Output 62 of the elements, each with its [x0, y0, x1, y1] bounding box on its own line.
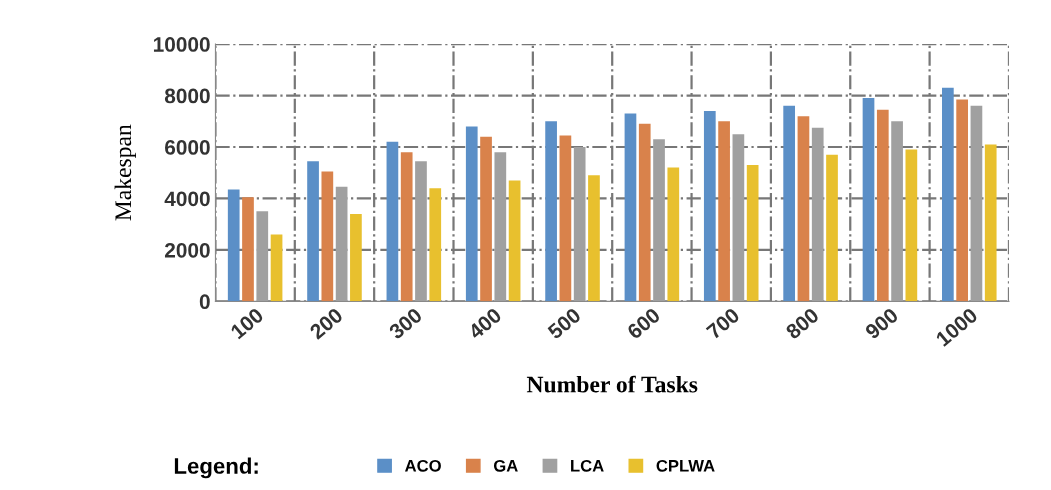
bar — [746, 165, 759, 302]
bar — [494, 152, 507, 302]
x-tick-label: 500 — [546, 307, 582, 340]
legend-label: GA — [493, 459, 518, 472]
x-tick-label: 400 — [467, 307, 503, 341]
bar — [638, 123, 651, 302]
y-tick-label: 2000 — [164, 242, 210, 258]
bar — [307, 161, 319, 302]
bar — [624, 113, 637, 302]
bar — [415, 161, 427, 302]
bar — [797, 116, 810, 302]
bar — [783, 105, 796, 302]
bar — [465, 126, 478, 302]
x-tick-label: 200 — [308, 307, 344, 340]
y-axis-title: Makespan — [114, 124, 136, 221]
bar — [227, 189, 240, 302]
bar — [588, 175, 600, 302]
bar — [811, 127, 824, 302]
bar — [559, 135, 572, 302]
y-tick-label: 10000 — [153, 37, 210, 52]
bar — [876, 109, 889, 302]
bar — [826, 154, 838, 302]
bar — [942, 87, 954, 302]
bar — [573, 147, 586, 302]
bar — [321, 171, 334, 302]
bar — [732, 134, 745, 302]
y-tick-label: 4000 — [164, 191, 210, 207]
bar — [984, 144, 997, 302]
x-tick-label: 300 — [387, 307, 424, 340]
x-tick-label: 600 — [626, 307, 662, 340]
bar — [653, 139, 665, 302]
bar — [270, 234, 283, 302]
legend-title: Legend: — [174, 457, 258, 479]
bar — [429, 188, 442, 302]
bar — [256, 211, 269, 302]
bar — [905, 149, 918, 302]
bar — [508, 180, 521, 302]
bar — [667, 167, 680, 302]
bar — [862, 98, 875, 302]
bar — [242, 197, 254, 302]
bar — [350, 213, 362, 302]
legend-label: ACO — [404, 459, 441, 472]
bar — [386, 141, 399, 302]
y-tick-label: 6000 — [165, 140, 210, 155]
x-tick-label: 100 — [229, 307, 265, 340]
legend-label: CPLWA — [656, 459, 715, 472]
x-tick-label: 800 — [784, 307, 820, 340]
x-tick-label: 900 — [864, 307, 900, 340]
bar — [545, 121, 557, 302]
bar — [891, 121, 903, 302]
y-tick-label: 8000 — [164, 88, 210, 104]
bar — [480, 136, 492, 302]
x-axis-title: Number of Tasks — [526, 375, 698, 393]
bar — [970, 105, 983, 302]
y-tick-label: 0 — [199, 294, 210, 310]
bar — [956, 99, 968, 302]
bar — [400, 152, 413, 302]
x-tick-label: 700 — [705, 307, 741, 340]
bar — [703, 110, 716, 302]
bar — [335, 186, 348, 302]
legend-label: LCA — [571, 459, 604, 472]
bar — [718, 121, 730, 302]
